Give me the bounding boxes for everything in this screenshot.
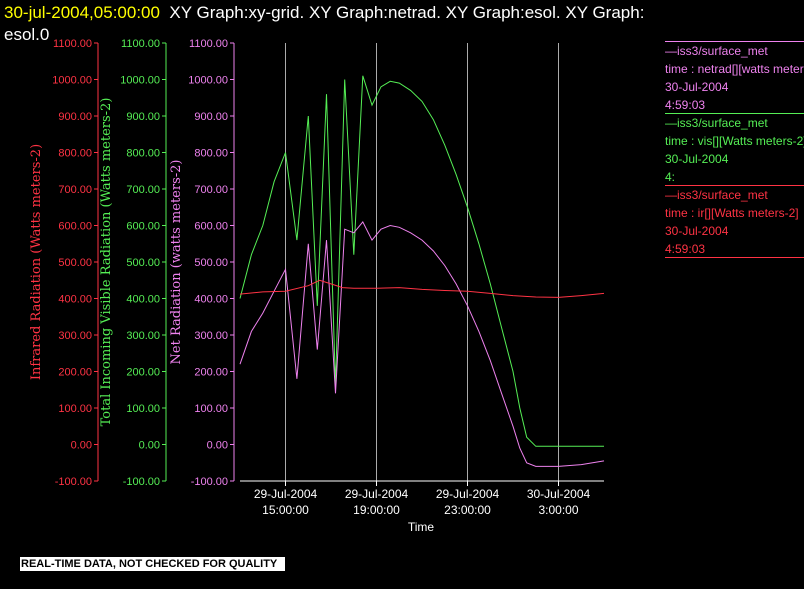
y-tick-label-netrad: 200.00 [194, 367, 228, 379]
y-tick-label-netrad: 500.00 [194, 257, 228, 269]
legend-variable: time : vis[][Watts meters-2] [665, 134, 804, 148]
y-tick-label-vis: 300.00 [126, 330, 160, 342]
x-tick-label-date: 30-Jul-2004 [527, 487, 591, 501]
y-axis-label-ir: Infrared Radiation (Watts meters-2) [29, 144, 44, 380]
y-tick-label-vis: 200.00 [126, 367, 160, 379]
y-tick-label-netrad: 600.00 [194, 221, 228, 233]
y-tick-label-vis: 800.00 [126, 148, 160, 160]
y-tick-label-netrad: 400.00 [194, 294, 228, 306]
y-tick-label-ir: 1100.00 [53, 38, 92, 50]
y-axis-label-netrad: Net Radiation (watts meters-2) [169, 160, 184, 365]
y-tick-label-ir: 0.00 [71, 440, 92, 452]
y-tick-label-vis: 0.00 [139, 440, 160, 452]
y-tick-label-vis: 700.00 [126, 184, 160, 196]
timestamp: 30-jul-2004,05:00:00 [4, 3, 160, 22]
header: 30-jul-2004,05:00:00 XY Graph:xy-grid. X… [4, 2, 794, 46]
y-tick-label-netrad: 800.00 [194, 148, 228, 160]
y-tick-label-vis: 1000.00 [120, 75, 160, 87]
y-tick-label-vis: 500.00 [126, 257, 160, 269]
y-tick-label-netrad: 700.00 [194, 184, 228, 196]
y-tick-label-netrad: 100.00 [194, 403, 228, 415]
y-tick-label-netrad: 1100.00 [189, 38, 228, 50]
x-tick-label-time: 19:00:00 [353, 503, 400, 517]
y-tick-label-ir: -100.00 [55, 476, 92, 488]
legend-time: 4: [665, 170, 676, 184]
y-tick-label-ir: 600.00 [58, 221, 92, 233]
legend-time: 4:59:03 [665, 98, 706, 112]
x-tick-label-time: 15:00:00 [262, 503, 309, 517]
y-tick-label-ir: 800.00 [58, 148, 92, 160]
x-tick-label-date: 29-Jul-2004 [436, 487, 500, 501]
x-tick-label-date: 29-Jul-2004 [345, 487, 409, 501]
y-tick-label-vis: 400.00 [126, 294, 160, 306]
y-tick-label-netrad: -100.00 [191, 476, 228, 488]
series-line-netrad [239, 220, 605, 467]
legend-date: 30-Jul-2004 [665, 80, 729, 94]
legend-source: —iss3/surface_met [665, 113, 804, 132]
y-tick-label-vis: 600.00 [126, 221, 160, 233]
legend-source: —iss3/surface_met [665, 185, 804, 204]
series-line-vis [239, 75, 604, 447]
legend-source: —iss3/surface_met [665, 41, 804, 60]
quality-disclaimer: REAL-TIME DATA, NOT CHECKED FOR QUALITY [20, 557, 286, 571]
y-tick-label-netrad: 900.00 [194, 111, 228, 123]
y-axis-label-vis: Total Incoming Visible Radiation (Watts … [99, 98, 114, 427]
y-tick-label-netrad: 300.00 [194, 330, 228, 342]
y-tick-label-ir: 1000.00 [52, 75, 92, 87]
y-tick-label-vis: 100.00 [126, 403, 160, 415]
legend-variable: time : ir[][Watts meters-2] [665, 206, 799, 220]
legend-date: 30-Jul-2004 [665, 224, 729, 238]
x-axis-label: Time [408, 520, 435, 534]
legend-divider [665, 257, 804, 258]
y-tick-label-ir: 400.00 [58, 294, 92, 306]
y-tick-label-vis: 900.00 [126, 111, 160, 123]
y-tick-label-ir: 100.00 [58, 403, 92, 415]
y-tick-label-netrad: 1000.00 [188, 75, 228, 87]
y-tick-label-ir: 700.00 [58, 184, 92, 196]
legend-time: 4:59:03 [665, 242, 706, 256]
x-tick-label-date: 29-Jul-2004 [254, 487, 318, 501]
y-tick-label-ir: 300.00 [58, 330, 92, 342]
y-tick-label-ir: 500.00 [58, 257, 92, 269]
y-tick-label-vis: 1100.00 [121, 38, 160, 50]
x-tick-label-time: 3:00:00 [538, 503, 578, 517]
y-tick-label-ir: 900.00 [58, 111, 92, 123]
graph-titles: XY Graph:xy-grid. XY Graph:netrad. XY Gr… [169, 3, 645, 22]
y-tick-label-vis: -100.00 [123, 476, 160, 488]
x-tick-label-time: 23:00:00 [444, 503, 491, 517]
legend-date: 30-Jul-2004 [665, 152, 729, 166]
series-line-ir [239, 279, 605, 298]
legend-variable: time : netrad[][watts meters-2] [665, 62, 804, 76]
y-tick-label-ir: 200.00 [58, 367, 92, 379]
y-tick-label-netrad: 0.00 [207, 440, 228, 452]
graph-titles-line2: esol.0 [4, 25, 50, 44]
